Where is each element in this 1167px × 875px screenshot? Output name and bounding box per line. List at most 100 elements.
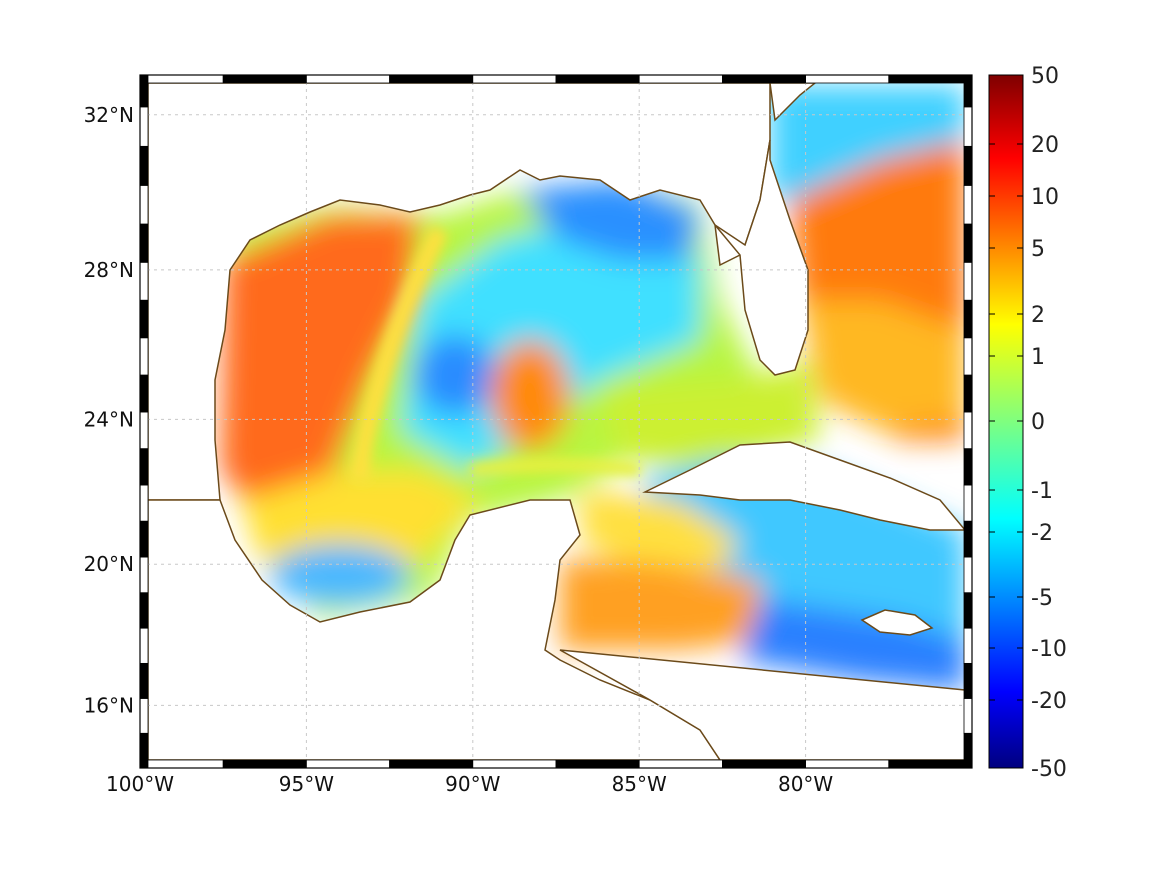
colorbar-tick-label: -50 [1031,757,1067,782]
y-tick-label: 24°N [84,407,134,431]
frame-segment-bottom [888,759,973,769]
y-tick-label: 32°N [84,103,134,127]
land-cuba [642,441,965,531]
frame-segment-left [139,592,149,629]
frame-segment-left [139,448,149,486]
frame-segment-left [139,106,149,147]
frame-segment-right [963,732,973,769]
field-gulf-west-eddy-blue [415,335,495,415]
frame-segment-right [963,145,973,186]
frame-segment-top [555,74,640,84]
frame-segment-top [139,74,224,84]
field-caribbean-west-warm [560,560,760,650]
frame-segment-bottom [389,759,474,769]
frame-segment-right [963,337,973,376]
x-tick-label: 80°W [778,772,833,796]
frame-segment-right [963,299,973,339]
colorbar-tick-label: -20 [1031,689,1067,714]
colorbar-tick-label: 1 [1031,345,1045,370]
frame-segment-bottom [139,759,224,769]
frame-segment-right [963,106,973,147]
frame-outline [139,74,973,769]
colorbar-tick-label: 5 [1031,237,1045,262]
frame-segment-top [638,74,723,84]
frame-segment-right [963,184,973,225]
frame-segment-right [963,556,973,594]
field-filament-1 [351,225,449,481]
colorbar-tick-label: -10 [1031,637,1067,662]
field-atlantic-yellow [800,300,965,430]
colorbar-tick-label: -2 [1031,521,1053,546]
frame-segment-right [963,411,973,450]
frame-segment-right [963,627,973,664]
frame-segment-bottom [555,759,640,769]
frame-segment-left [139,698,149,734]
frame-segment-bottom [305,759,390,769]
frame-segment-right [963,448,973,486]
field-filament-2 [469,458,641,477]
x-tick-label: 95°W [279,772,334,796]
frame-segment-left [139,374,149,413]
x-tick-label: 85°W [612,772,667,796]
x-axis-ticks: 100°W 95°W 90°W 85°W 80°W [106,772,833,796]
frame-segment-top [305,74,390,84]
frame-segment-top [722,74,807,84]
frame-segment-top [389,74,474,84]
colorbar-tick-label: 2 [1031,303,1045,328]
frame-segment-right [963,261,973,301]
field-gulf-south-cyan [270,545,410,605]
frame-segment-left [139,337,149,376]
field-gulf-west-warm [220,215,420,520]
frame-segment-left [139,411,149,450]
land-mask [148,83,965,760]
map-frame [139,74,973,769]
y-tick-label: 20°N [84,552,134,576]
y-axis-ticks: 32°N 28°N 24°N 20°N 16°N [84,103,134,718]
field-caribbean-mid-yellow [580,490,740,570]
colorbar-tick-label: 20 [1031,133,1059,158]
frame-segment-bottom [472,759,557,769]
frame-segment-top [888,74,973,84]
ocean-data-field [220,85,965,690]
frame-segment-left [139,662,149,699]
y-tick-label: 16°N [84,693,134,717]
field-caribbean-south-blue [740,600,965,690]
frame-segment-bottom [805,759,890,769]
frame-segment-left [139,556,149,594]
colorbar-tick-label: 10 [1031,185,1059,210]
frame-segment-left [139,145,149,186]
frame-segment-right [963,592,973,629]
frame-segment-right [963,223,973,263]
field-straits [600,360,820,470]
x-tick-label: 100°W [106,772,174,796]
frame-segment-right [963,520,973,558]
field-atlantic-north [770,85,965,200]
frame-segment-left [139,484,149,522]
frame-segment-left [139,732,149,769]
land-jamaica [860,609,934,636]
frame-segment-left [139,184,149,225]
frame-segment-bottom [222,759,307,769]
frame-segment-left [139,261,149,301]
y-tick-label: 28°N [84,258,134,282]
frame-segment-right [963,698,973,734]
frame-segment-left [139,223,149,263]
land-florida-peninsula [714,139,809,376]
frame-segment-right [963,374,973,413]
frame-segment-top [222,74,307,84]
colorbar-tick-label: 50 [1031,64,1059,89]
frame-segment-right [963,662,973,699]
frame-segment-bottom [638,759,723,769]
field-gulf-northeast-blue [520,180,700,260]
frame-segment-left [139,520,149,558]
colorbar-tick-label: -1 [1031,479,1053,504]
frame-segment-left [139,74,149,108]
frame-segment-bottom [722,759,807,769]
colorbar-tick-label: 0 [1031,410,1045,435]
x-tick-label: 90°W [445,772,500,796]
frame-segment-right [963,74,973,108]
map-grid [140,75,972,768]
